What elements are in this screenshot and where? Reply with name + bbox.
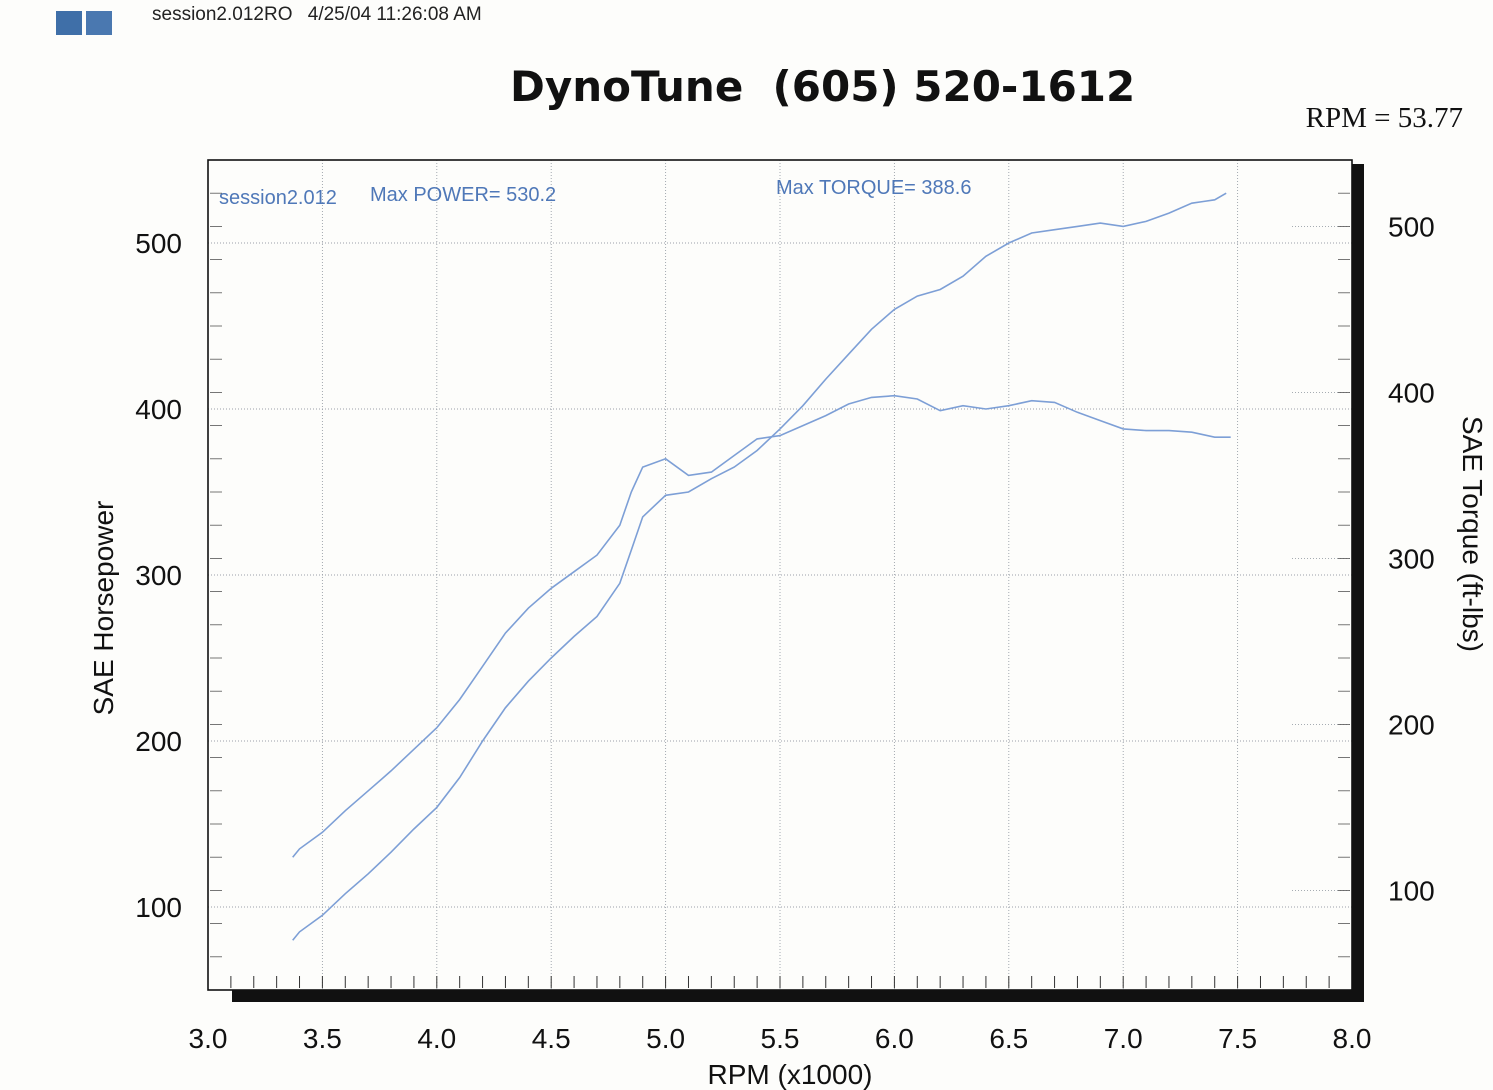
y-left-tick-label: 500 bbox=[135, 228, 182, 259]
x-tick-label: 6.5 bbox=[989, 1023, 1028, 1054]
blue-square-icon bbox=[56, 11, 82, 35]
plot-frame bbox=[207, 159, 1364, 1002]
rpm-readout: RPM = 53.77 bbox=[1305, 102, 1463, 134]
max-power-annotation: Max POWER= 530.2 bbox=[370, 184, 556, 206]
x-tick-label: 5.5 bbox=[761, 1023, 800, 1054]
y-axis-left-label: SAE Horsepower bbox=[88, 501, 119, 716]
curves bbox=[292, 192, 1231, 941]
x-tick-label: 5.0 bbox=[646, 1023, 685, 1054]
axis-labels: 3.0 3.5 4.0 4.5 5.0 5.5 6.0 6.5 7.0 7.5 8.0 100 200 3… bbox=[135, 211, 1434, 1054]
grid-lines bbox=[207, 160, 1353, 990]
y-right-tick-label: 200 bbox=[1388, 709, 1435, 740]
y-left-tick-label: 400 bbox=[135, 394, 182, 425]
header-squares bbox=[56, 11, 112, 35]
x-tick-label: 7.0 bbox=[1104, 1023, 1143, 1054]
frame-shadow-right bbox=[1352, 164, 1364, 1002]
y-left-tick-label: 100 bbox=[135, 892, 182, 923]
y-right-tick-label: 100 bbox=[1388, 875, 1435, 906]
run-label: session2.012 bbox=[219, 187, 337, 209]
chart-title: DynoTune (605) 520-1612 bbox=[510, 62, 1136, 111]
y-right-tick-label: 300 bbox=[1388, 543, 1435, 574]
session-header: session2.012RO 4/25/04 11:26:08 AM bbox=[152, 4, 492, 26]
x-tick-label: 7.5 bbox=[1218, 1023, 1257, 1054]
max-torque-annotation: Max TORQUE= 388.6 bbox=[776, 177, 971, 199]
y-left-tick-label: 300 bbox=[135, 560, 182, 591]
y-right-tick-label: 500 bbox=[1388, 211, 1435, 242]
x-tick-label: 3.0 bbox=[189, 1023, 228, 1054]
x-tick-label: 4.5 bbox=[532, 1023, 571, 1054]
x-tick-label: 4.0 bbox=[417, 1023, 456, 1054]
x-tick-label: 6.0 bbox=[875, 1023, 914, 1054]
y-right-tick-label: 400 bbox=[1388, 377, 1435, 408]
x-tick-label: 8.0 bbox=[1333, 1023, 1372, 1054]
x-axis-label: RPM (x1000) bbox=[708, 1059, 873, 1090]
session-name: session2.012RO bbox=[152, 4, 293, 25]
session-datetime: 4/25/04 11:26:08 AM bbox=[307, 4, 482, 25]
horsepower-curve bbox=[292, 192, 1227, 941]
y-left-tick-label: 200 bbox=[135, 726, 182, 757]
frame-shadow-bottom bbox=[232, 990, 1364, 1002]
y-axis-right-label: SAE Torque (ft-lbs) bbox=[1457, 416, 1488, 652]
blue-square-icon bbox=[86, 11, 112, 35]
x-tick-label: 3.5 bbox=[303, 1023, 342, 1054]
torque-curve bbox=[292, 394, 1231, 858]
